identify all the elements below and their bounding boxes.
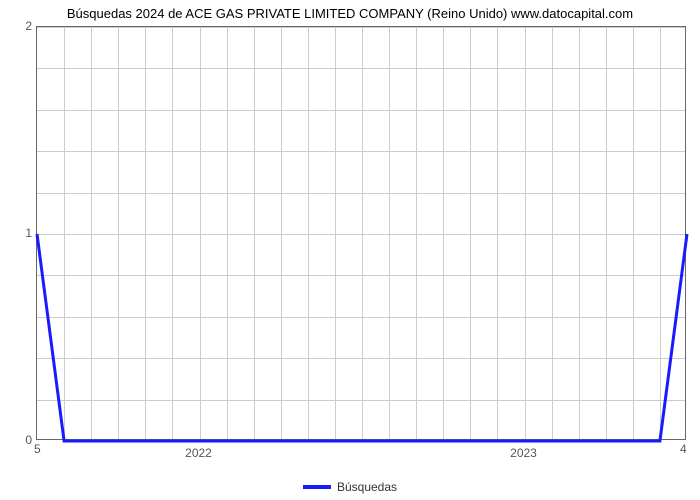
x-tick-label: 2022 [185, 446, 212, 460]
series-line [37, 27, 687, 441]
legend-swatch [303, 485, 331, 489]
x-tick-label: 2023 [510, 446, 537, 460]
legend-label: Búsquedas [337, 480, 397, 494]
corner-label-bottom-left: 5 [34, 442, 41, 456]
chart-title: Búsquedas 2024 de ACE GAS PRIVATE LIMITE… [0, 6, 700, 21]
y-tick-label: 0 [14, 433, 32, 447]
y-tick-label: 2 [14, 19, 32, 33]
plot-area [36, 26, 686, 440]
chart-container: Búsquedas 2024 de ACE GAS PRIVATE LIMITE… [0, 0, 700, 500]
legend: Búsquedas [303, 480, 397, 494]
y-tick-label: 1 [14, 226, 32, 240]
corner-label-bottom-right: 4 [680, 442, 687, 456]
